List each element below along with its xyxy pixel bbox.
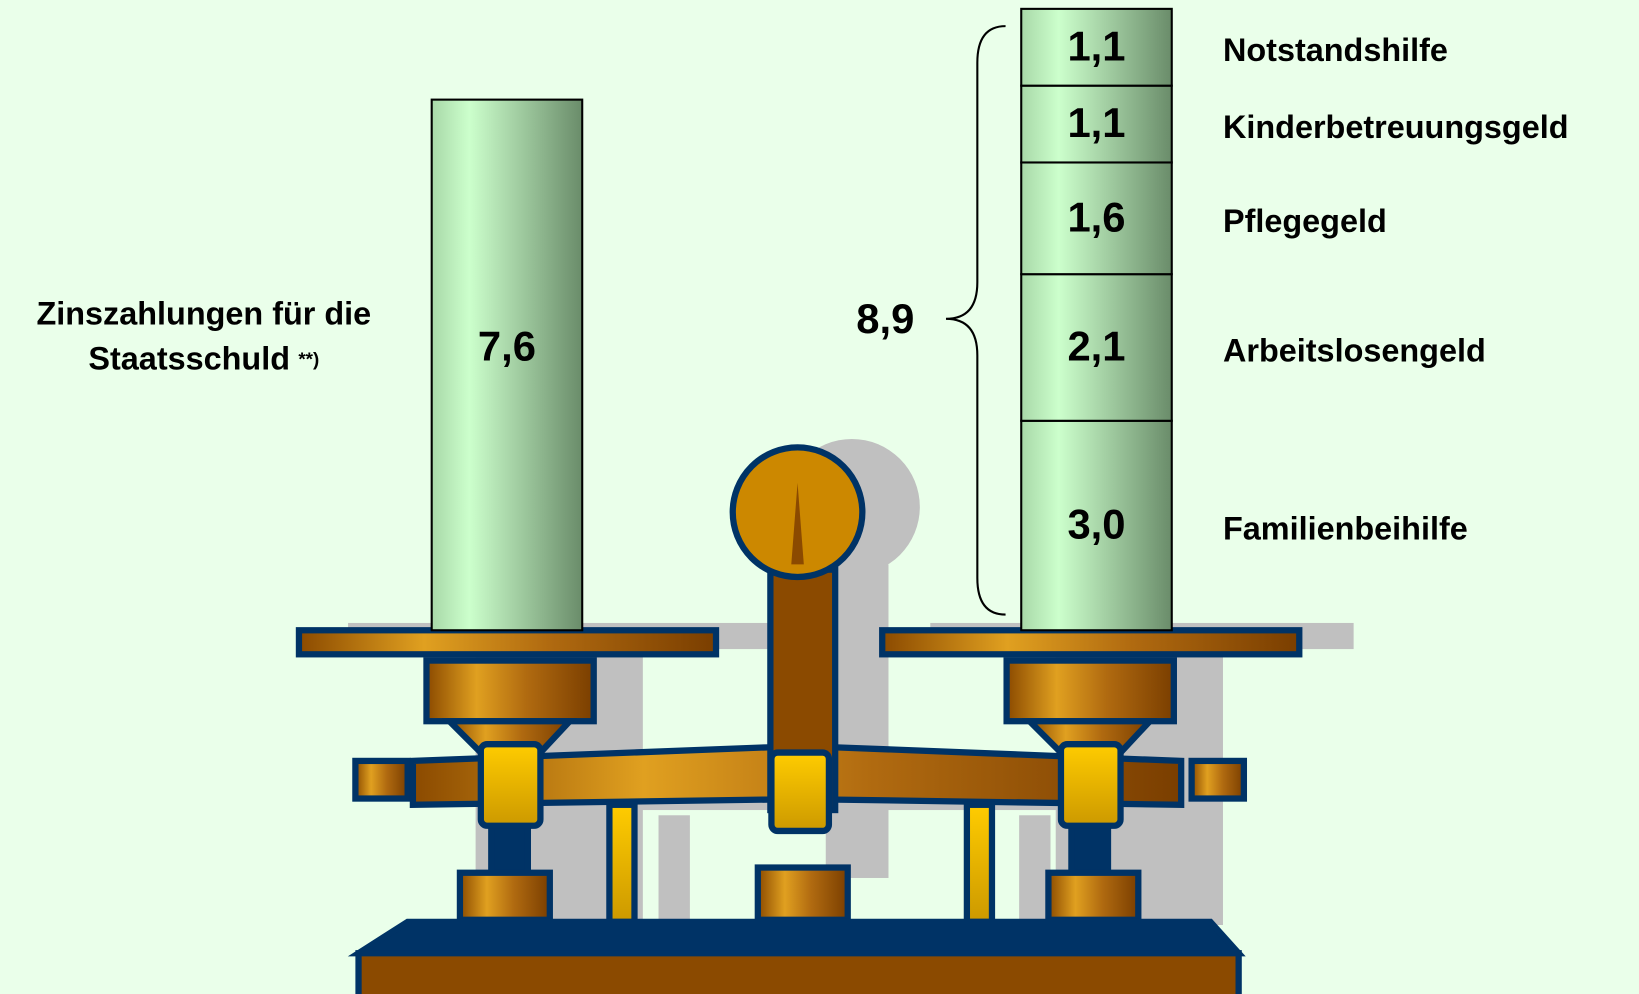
segment-name: Familienbeihilfe [1223, 510, 1468, 546]
scale [295, 444, 1303, 994]
value-label: 1,1 [1067, 99, 1125, 146]
bar-segment [1020, 84, 1173, 164]
label-line: Staatsschuld [88, 340, 290, 376]
value-label: 3,0 [1067, 501, 1125, 548]
bar-segment [1020, 273, 1173, 422]
segment-name: Kinderbetreuungsgeld [1223, 109, 1569, 145]
bar-segment [1020, 419, 1173, 632]
value-label: 7,6 [478, 322, 536, 369]
segment-name: Pflegegeld [1223, 203, 1387, 239]
bar-segment [1020, 7, 1173, 87]
category-label: Zinszahlungen für die [36, 295, 371, 331]
bar [430, 98, 584, 632]
value-label: 1,6 [1067, 193, 1125, 240]
footnote: **) [298, 349, 319, 370]
brace [945, 25, 1006, 616]
value-label: 2,1 [1067, 323, 1125, 370]
segment-name: Notstandshilfe [1223, 32, 1448, 68]
label-line: Zinszahlungen für die [36, 295, 371, 331]
segment-name: Arbeitslosengeld [1223, 332, 1486, 368]
value-label: 1,1 [1067, 22, 1125, 69]
category-label: Staatsschuld **) [88, 340, 319, 376]
total-label: 8,9 [856, 295, 914, 342]
bar-segment [1020, 161, 1173, 276]
